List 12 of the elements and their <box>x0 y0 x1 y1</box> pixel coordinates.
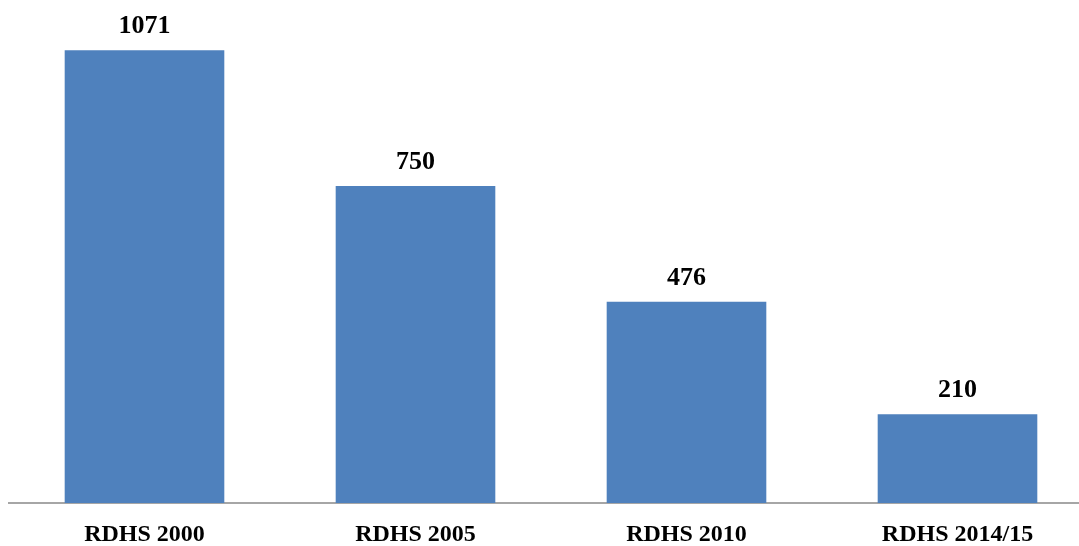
bar <box>335 185 496 503</box>
bar <box>64 50 225 503</box>
data-label: 210 <box>938 374 977 404</box>
x-tick-label: RDHS 2010 <box>626 519 747 546</box>
bar <box>877 414 1038 503</box>
bar <box>606 301 767 503</box>
x-tick-label: RDHS 2005 <box>355 519 476 546</box>
data-label: 750 <box>396 145 435 175</box>
data-label: 476 <box>667 261 706 291</box>
x-tick-label: RDHS 2000 <box>84 519 205 546</box>
x-tick-label: RDHS 2014/15 <box>881 519 1034 546</box>
data-label: 1071 <box>118 10 171 40</box>
